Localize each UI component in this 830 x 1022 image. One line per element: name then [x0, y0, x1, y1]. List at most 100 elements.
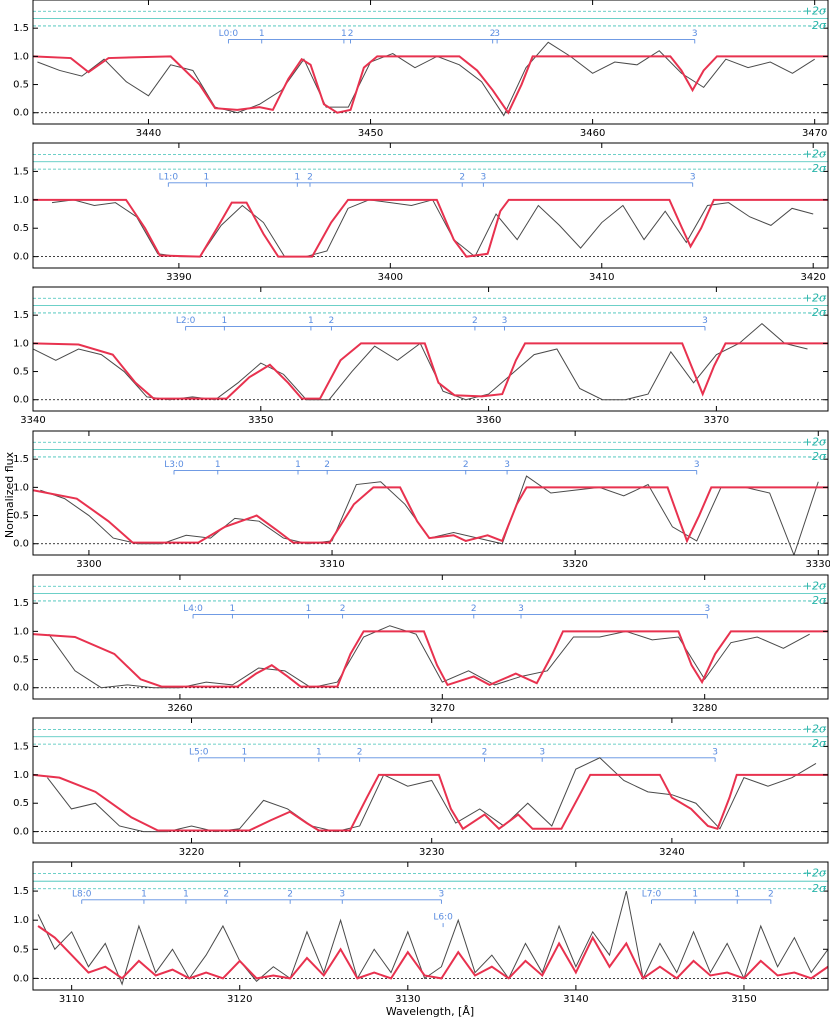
y-tick-label: 0.5: [13, 798, 29, 809]
x-tick-label: 3270: [430, 703, 455, 714]
x-tick-label: 3420: [800, 272, 825, 283]
panel: L8:0 1 1 2 2 3 3 L7:0 1 1 2 L6:0: [33, 873, 828, 986]
panel: L3:0 1 1 2 2 3 3: [33, 441, 828, 555]
axes-frame: [32, 430, 829, 556]
ladder-label: 1: [341, 29, 347, 39]
ladder-label: 3: [692, 29, 698, 39]
y-tick-label: 1.5: [13, 454, 29, 465]
ladder-label: 1: [241, 747, 247, 757]
y-tick-label: 1.5: [13, 166, 29, 177]
y-tick-label: 0.5: [13, 655, 29, 666]
ladder-label: L8:0: [72, 889, 92, 899]
sigma-label: +2σ: [803, 867, 827, 880]
ladder-label: 2: [472, 316, 478, 326]
spectrum: [51, 199, 814, 258]
x-tick-label: 3460: [580, 128, 605, 139]
sigma-label: -2σ: [808, 19, 827, 32]
ladder-label: 2: [340, 604, 346, 614]
axes-frame: [32, 717, 829, 844]
x-tick-label: 3320: [562, 559, 587, 570]
ladder-label: 3: [339, 889, 345, 899]
ladder-label: 1: [221, 316, 227, 326]
model: [37, 925, 828, 980]
model: [33, 630, 828, 688]
x-tick-label: 3230: [419, 847, 444, 858]
y-tick-label: 0.0: [13, 539, 29, 550]
x-tick-label: 3280: [692, 703, 717, 714]
ladder-label: 2: [324, 460, 330, 470]
ladder-label: L3:0: [164, 460, 184, 470]
x-axis-label: Wavelength, [Å]: [386, 1005, 474, 1018]
x-tick-label: 3350: [248, 415, 273, 426]
axes-frame: [32, 142, 829, 269]
y-tick-label: 0.0: [13, 973, 29, 984]
ladder-label: 1: [183, 889, 189, 899]
ladder-label: 2: [307, 172, 313, 182]
ladder-label: 3: [694, 460, 700, 470]
model: [33, 486, 828, 544]
ladder-label: 2: [329, 316, 335, 326]
ladder-label: 3: [439, 889, 445, 899]
ladder-label: 2: [287, 889, 293, 899]
ladder-label: 2: [459, 172, 465, 182]
ladder-label: 1: [316, 747, 322, 757]
sigma-label: +2σ: [803, 722, 827, 735]
panel: L0:0 1 1 2 23 3: [33, 10, 828, 117]
x-tick-label: 3340: [20, 415, 45, 426]
x-tick-label: 3410: [589, 272, 614, 283]
ladder-label: 3: [702, 316, 708, 326]
panel: L2:0 1 1 2 2 3 3: [33, 297, 828, 401]
y-tick-label: 1.0: [13, 626, 29, 637]
ladder-label: 3: [504, 460, 510, 470]
ladder-label: 1: [295, 460, 301, 470]
ladder-label: 2: [348, 29, 354, 39]
sigma-label: +2σ: [803, 579, 827, 592]
x-tick-label: 3300: [76, 559, 101, 570]
x-tick-label: 3470: [802, 128, 827, 139]
ladder-label: 1: [230, 604, 236, 614]
model: [33, 198, 828, 258]
ladder-label: 1: [215, 460, 221, 470]
y-tick-label: 0.5: [13, 367, 29, 378]
model: [33, 773, 828, 832]
ladder-label: 3: [480, 172, 486, 182]
y-tick-label: 0.0: [13, 252, 29, 263]
ladder-label: 1: [141, 889, 147, 899]
ladder-label: L6:0: [433, 913, 453, 923]
x-tick-label: 3390: [166, 272, 191, 283]
x-tick-label: 3310: [319, 559, 344, 570]
x-tick-label: 3240: [659, 847, 684, 858]
panel: L1:0 1 1 2 2 3 3: [33, 153, 828, 258]
ladder-label: 2: [357, 747, 363, 757]
ladder-label: 3: [690, 172, 696, 182]
y-tick-label: 1.5: [13, 741, 29, 752]
x-tick-label: 3140: [563, 994, 588, 1005]
y-tick-label: 1.5: [13, 886, 29, 897]
spectrum: [33, 322, 808, 401]
sigma-label: +2σ: [803, 147, 827, 160]
axes-frame: [32, 286, 829, 412]
ladder-label: 3: [494, 29, 500, 39]
spectrum: [37, 890, 828, 986]
sigma-label: +2σ: [803, 4, 827, 17]
spectrum: [48, 625, 810, 689]
ladder-label: L4:0: [183, 604, 203, 614]
sigma-label: -2σ: [808, 306, 827, 319]
ladder-label: 2: [471, 604, 477, 614]
y-tick-label: 1.0: [13, 915, 29, 926]
sigma-label: +2σ: [803, 291, 827, 304]
sigma-label: -2σ: [808, 737, 827, 750]
x-tick-label: 3220: [179, 847, 204, 858]
y-tick-label: 0.0: [13, 827, 29, 838]
x-tick-label: 3360: [476, 415, 501, 426]
ladder-label: L0:0: [219, 29, 239, 39]
x-tick-label: 3400: [378, 272, 403, 283]
y-tick-label: 0.0: [13, 683, 29, 694]
ladder-label: 1: [294, 172, 300, 182]
ladder-label: L2:0: [176, 316, 196, 326]
y-tick-label: 1.5: [13, 310, 29, 321]
ladder-label: 2: [768, 889, 774, 899]
x-tick-label: 3110: [59, 994, 84, 1005]
x-tick-label: 3120: [227, 994, 252, 1005]
